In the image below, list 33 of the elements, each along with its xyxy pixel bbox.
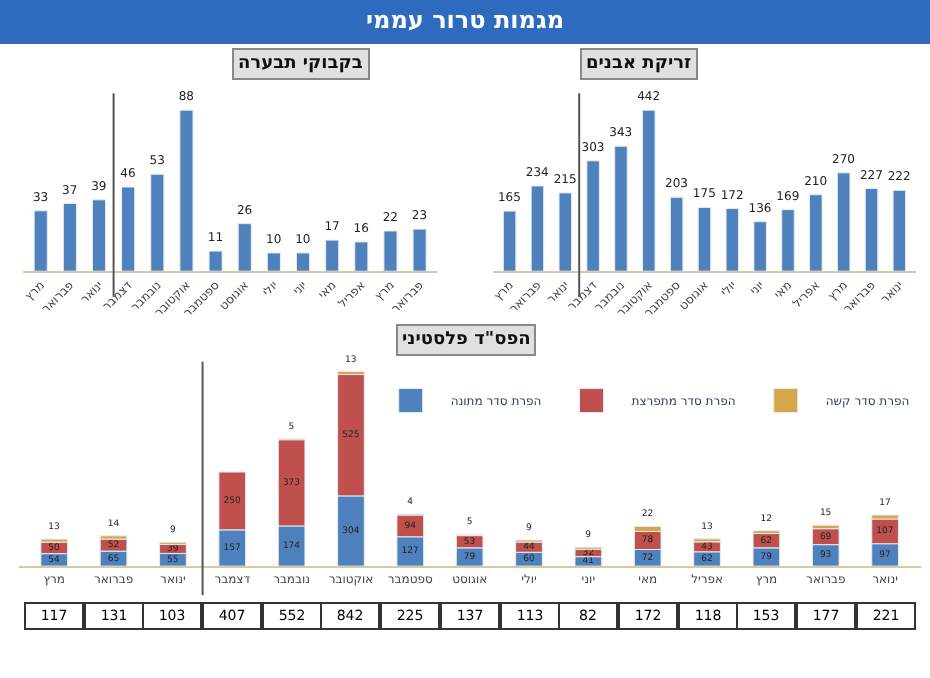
bar: [502, 210, 517, 272]
bar: [91, 199, 107, 272]
bar: [697, 206, 712, 272]
chart-title: מגמות טרור עממי: [366, 6, 565, 34]
bar: [266, 252, 281, 272]
bar: [892, 189, 907, 272]
chart-subtitle: זריקת אבנים: [586, 54, 693, 74]
bar: [62, 203, 77, 272]
bar: [325, 239, 340, 272]
bar: [781, 209, 795, 272]
bar: [836, 172, 851, 272]
bar: [753, 221, 767, 272]
bar: [150, 173, 165, 272]
bar: [354, 241, 369, 272]
bar: [295, 252, 311, 272]
bar: [383, 230, 398, 272]
bar: [33, 210, 48, 272]
chart-title: הפס"ד פלסטיני: [402, 330, 531, 350]
bar: [179, 109, 194, 272]
bar: [412, 228, 427, 272]
chart-title: בקבוקי תבערה: [238, 54, 364, 74]
bar: [614, 145, 628, 272]
bar: [642, 109, 656, 272]
bar: [558, 192, 573, 272]
bar: [208, 250, 223, 272]
bar: [725, 208, 740, 272]
bar: [864, 188, 879, 272]
bar: [237, 223, 252, 272]
bar: [530, 185, 545, 272]
bar: [586, 160, 600, 272]
bar: [121, 186, 136, 272]
bar: [809, 194, 823, 272]
bar: [669, 196, 684, 272]
